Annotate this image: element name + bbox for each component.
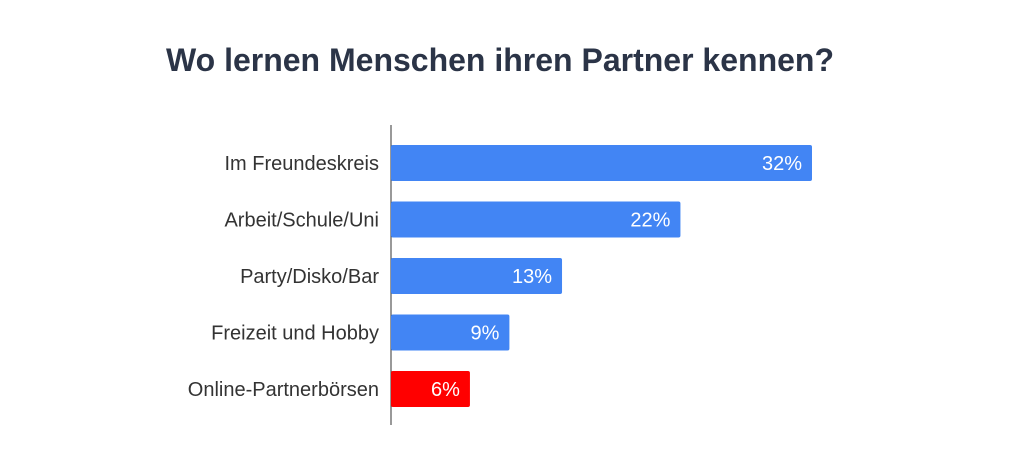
category-label: Arbeit/Schule/Uni	[224, 210, 379, 232]
category-label: Online-Partnerbörsen	[188, 379, 379, 401]
bar-group: Im Freundeskreis 32% Arbeit/Schule/Uni 22% P…	[188, 145, 812, 407]
value-label: 13%	[512, 266, 552, 288]
value-label: 32%	[762, 153, 802, 175]
value-label: 9%	[471, 323, 500, 345]
value-label: 6%	[431, 379, 460, 401]
chart-title: Wo lernen Menschen ihren Partner kennen?	[166, 42, 834, 78]
bar-3	[391, 314, 510, 351]
bar-4	[391, 371, 470, 407]
category-label: Party/Disko/Bar	[240, 266, 379, 288]
bar-2	[391, 258, 563, 294]
category-label: Freizeit und Hobby	[211, 323, 379, 345]
category-label: Im Freundeskreis	[225, 153, 380, 175]
value-label: 22%	[630, 210, 670, 232]
bar-0	[391, 145, 812, 181]
bar-1	[391, 201, 681, 238]
